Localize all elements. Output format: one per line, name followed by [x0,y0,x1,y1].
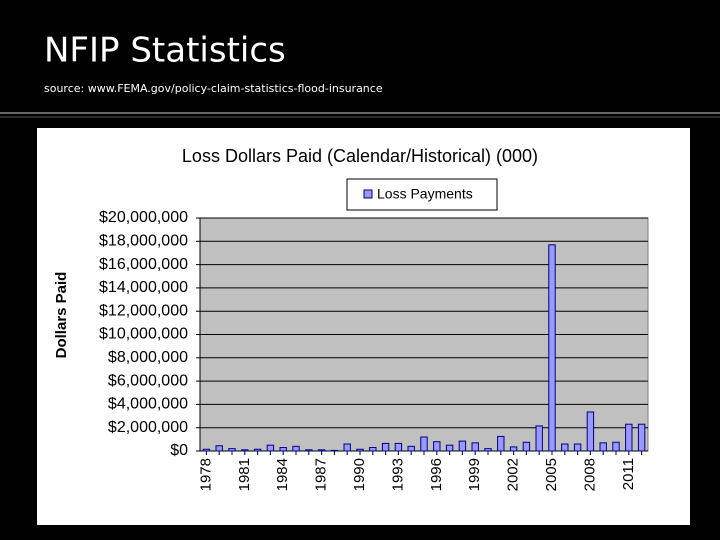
y-tick-label: $8,000,000 [108,349,188,366]
y-axis-label: Dollars Paid [53,272,70,359]
bar [433,441,441,452]
y-tick-label: $20,000,000 [99,209,188,226]
slide-source: source: www.FEMA.gov/policy-claim-statis… [44,82,383,95]
slide-title: NFIP Statistics [44,31,286,71]
bar [509,446,518,452]
y-tick-label: $12,000,000 [99,302,188,319]
bar [599,442,607,452]
bar [330,449,339,452]
y-tick-label: $14,000,000 [99,279,188,296]
bar [356,448,364,452]
y-tick-label: $10,000,000 [99,326,188,343]
y-tick-label: $4,000,000 [108,396,188,413]
bar [471,442,479,452]
bar [458,440,467,452]
x-tick-label: 1978 [197,458,214,491]
bar [420,436,428,452]
bar [241,449,249,452]
chart-title: Loss Dollars Paid (Calendar/Historical) … [182,146,538,166]
x-tick-label: 2008 [581,458,598,491]
x-tick-label: 1987 [313,458,330,491]
bar [484,448,492,452]
bar [305,449,313,452]
bar [369,447,377,452]
bar [202,448,211,452]
x-tick-label: 1993 [389,458,406,491]
bar [394,442,403,452]
bar [279,447,287,452]
bar [573,443,582,452]
y-tick-label: $18,000,000 [99,233,188,250]
bar [266,444,275,452]
bar [535,425,543,452]
bar [253,448,262,452]
bar [522,441,531,452]
bar [625,423,633,452]
y-tick-label: $16,000,000 [99,256,188,273]
bar [292,445,300,452]
bar [317,449,326,452]
x-tick-label: 2005 [543,458,560,491]
bar [637,423,646,452]
bar [586,411,595,452]
y-tick-label: $2,000,000 [108,419,188,436]
bar [561,443,569,452]
x-tick-label: 1990 [351,458,368,491]
x-tick-label: 1981 [236,458,253,491]
bar [612,441,620,452]
x-tick-label: 2011 [620,458,637,490]
y-tick-label: $0 [170,442,188,459]
bar [497,435,505,452]
x-tick-label: 1999 [466,458,483,491]
legend-swatch [363,189,373,199]
x-tick-label: 2002 [505,458,522,491]
bar [381,442,390,452]
bar [343,443,351,452]
bar [215,445,223,452]
x-tick-label: 1984 [274,458,291,491]
y-tick-label: $6,000,000 [108,372,188,389]
bar [548,244,556,452]
bar [407,445,415,452]
legend-label: Loss Payments [377,186,473,202]
bar [445,444,454,452]
x-tick-label: 1996 [428,458,445,491]
bar [228,448,236,452]
